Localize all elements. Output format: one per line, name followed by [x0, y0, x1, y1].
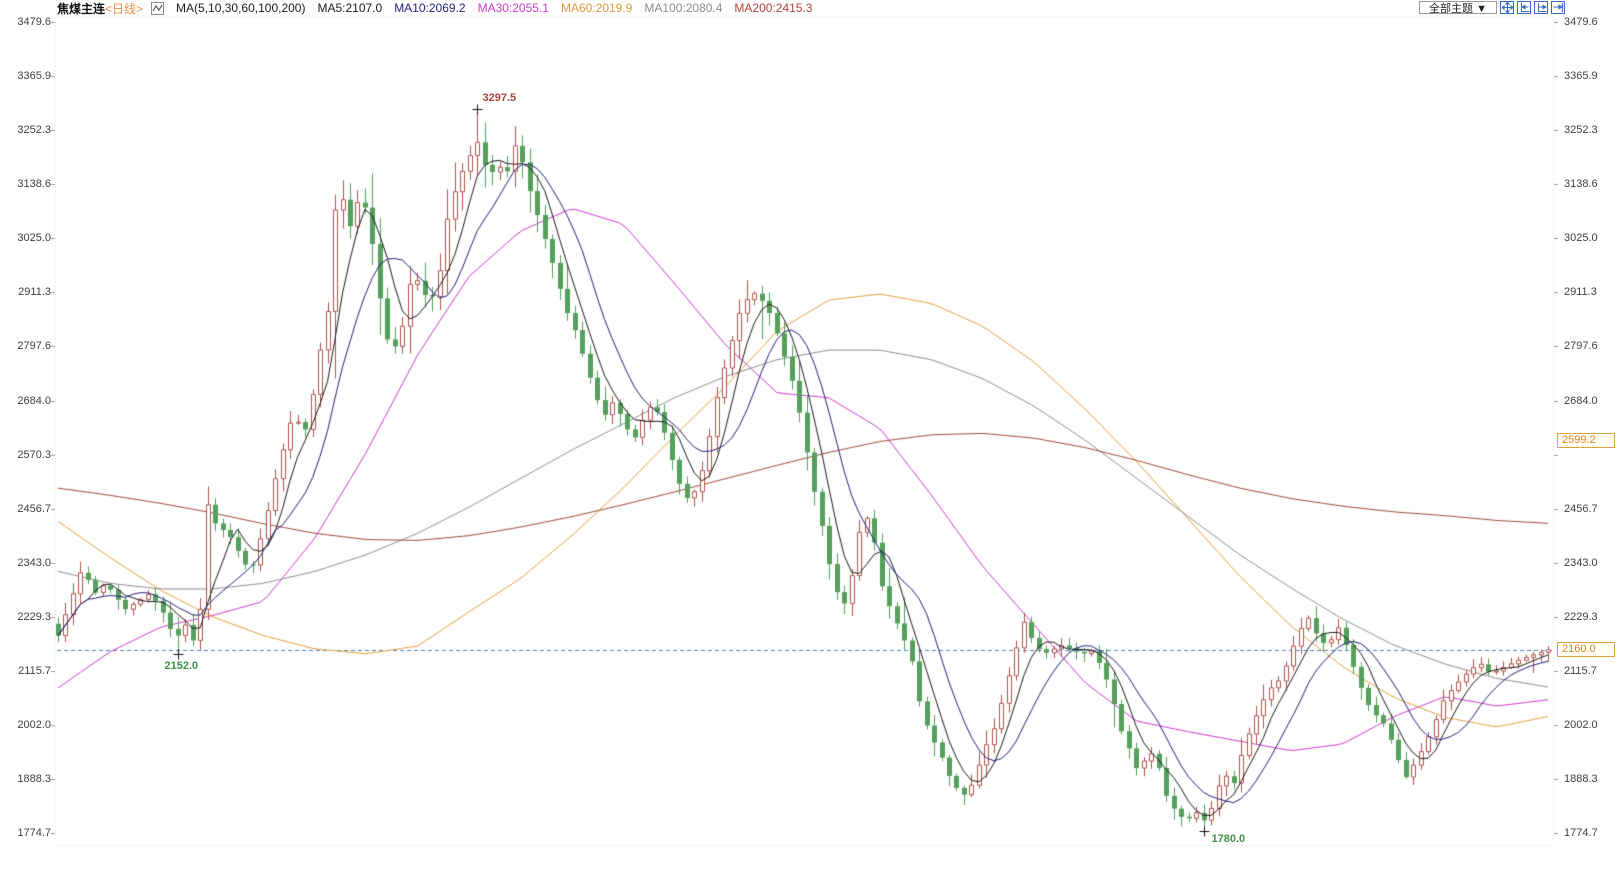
instrument-title: 焦煤主连 — [57, 1, 106, 16]
period-label: <日线> — [105, 1, 144, 16]
theme-dropdown-button[interactable]: 全部主题 ▼ — [1419, 1, 1497, 15]
kline-chart-icon — [151, 1, 165, 15]
ma-value: MA10:2069.2 — [394, 1, 466, 15]
y-axis-label: 2229.3 — [17, 611, 51, 623]
pan-left-icon[interactable] — [1517, 1, 1531, 14]
y-axis-label: 2002.0 — [1564, 719, 1598, 731]
y-axis-label: 2911.3 — [1564, 286, 1597, 298]
y-axis-label: 3138.6 — [1564, 178, 1598, 190]
y-axis-label: 2002.0 — [17, 719, 51, 731]
y-axis-label: 3479.6 — [17, 16, 51, 28]
ma-value: MA60:2019.9 — [560, 1, 633, 15]
y-axis-label: 2684.0 — [1564, 395, 1598, 407]
y-axis-label: 2456.7 — [1564, 503, 1598, 515]
y-axis-label: 2570.3 — [17, 449, 51, 461]
y-axis-label: 1888.3 — [1564, 773, 1598, 785]
y-axis-label: 2911.3 — [18, 286, 51, 298]
low-price-annotation-2: 1780.0 — [1211, 832, 1246, 845]
y-axis-label: 3365.9 — [17, 70, 51, 82]
y-axis-label: 2797.6 — [17, 340, 51, 352]
ma-params-label: MA(5,10,30,60,100,200) — [176, 1, 306, 15]
y-axis-label: 2229.3 — [1564, 611, 1598, 623]
right-price-axis: 3479.6 3365.9 3252.3 3138.6 3025.0 2911.3 2797… — [1562, 0, 1620, 871]
pan-right-icon[interactable] — [1534, 1, 1548, 14]
y-axis-label: 2684.0 — [17, 395, 51, 407]
ma-value: MA5:2107.0 — [317, 1, 383, 15]
y-axis-label: 3025.0 — [17, 232, 51, 244]
y-axis-label: 3365.9 — [1564, 70, 1598, 82]
y-axis-label: 3479.6 — [1564, 16, 1598, 28]
left-price-axis: 3479.6 3365.9 3252.3 3138.6 3025.0 2911.3 2797… — [0, 0, 53, 871]
y-axis-label: 1774.7 — [17, 827, 51, 839]
ma-value: MA100:2080.4 — [644, 1, 723, 15]
high-price-annotation: 3297.5 — [482, 91, 517, 104]
y-axis-label: 1774.7 — [1564, 827, 1598, 839]
y-axis-label: 2456.7 — [17, 503, 51, 515]
ma-value: MA30:2055.1 — [477, 1, 549, 15]
y-axis-label: 3025.0 — [1564, 232, 1598, 244]
y-axis-label: 3252.3 — [17, 124, 51, 136]
y-axis-label: 2343.0 — [1564, 557, 1598, 569]
alert-price-tag: 2599.2 — [1557, 433, 1615, 448]
y-axis-label: 2343.0 — [17, 557, 51, 569]
goto-latest-icon[interactable] — [1551, 1, 1565, 14]
y-axis-label: 2115.7 — [1564, 665, 1597, 677]
y-axis-label: 2115.7 — [18, 665, 51, 677]
last-price-tag: 2160.0 — [1557, 642, 1615, 657]
y-axis-label: 3138.6 — [17, 178, 51, 190]
low-price-annotation-1: 2152.0 — [164, 659, 199, 672]
chart-header: 焦煤主连 <日线> MA(5,10,30,60,100,200) MA5:210… — [57, 1, 813, 16]
y-axis-label: 3252.3 — [1564, 124, 1598, 136]
crosshair-tool-icon[interactable] — [1500, 1, 1514, 14]
chart-toolbar: 全部主题 ▼ — [1419, 1, 1565, 15]
y-axis-label: 2797.6 — [1564, 340, 1598, 352]
ma-value: MA200:2415.3 — [734, 1, 813, 15]
y-axis-label: 1888.3 — [17, 773, 51, 785]
